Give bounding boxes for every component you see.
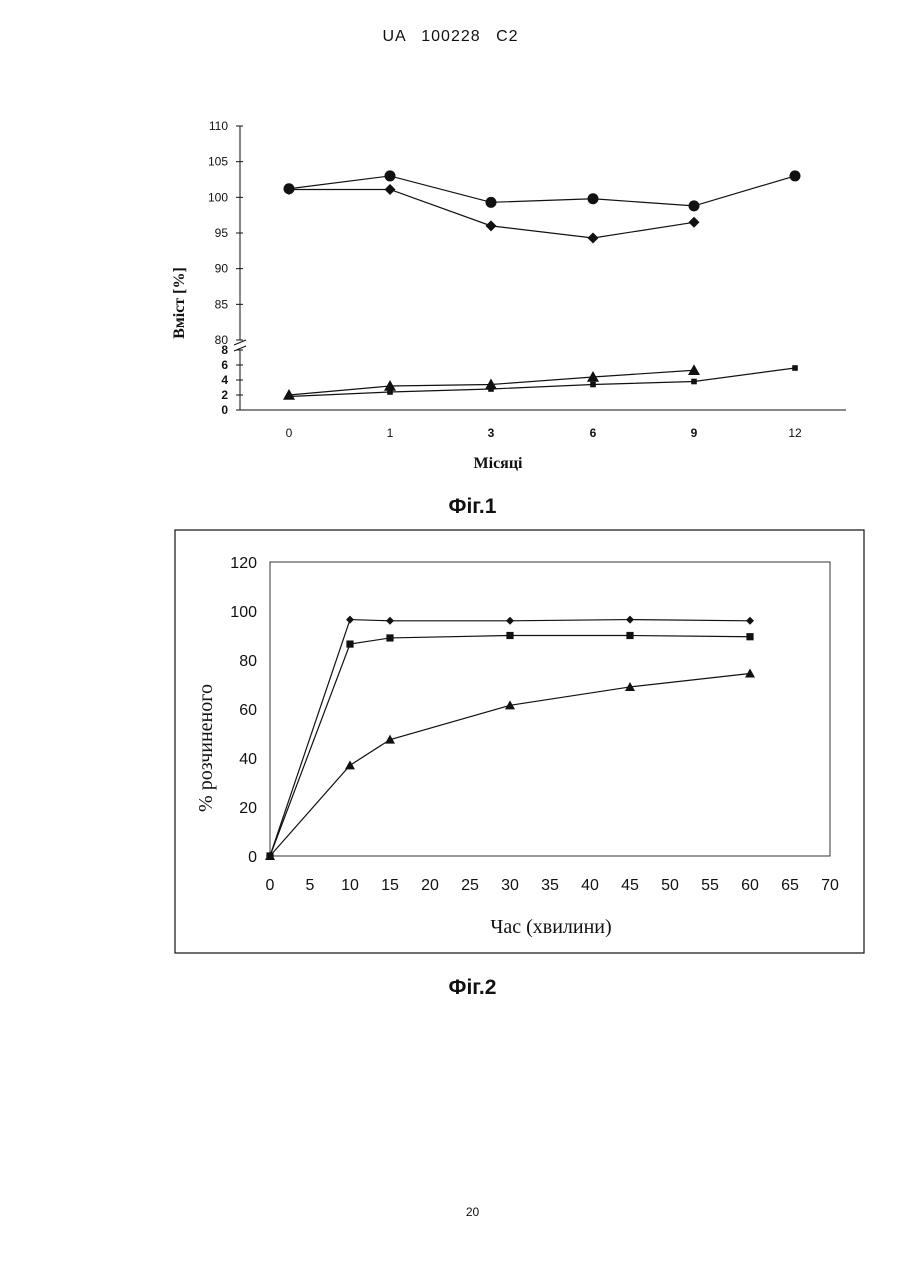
fig2-point-diamond bbox=[746, 617, 754, 625]
fig1-x-tick-label: 6 bbox=[590, 426, 597, 440]
fig1-y-axis-title: Вміст [%] bbox=[171, 267, 188, 339]
fig2-x-tick-label: 15 bbox=[381, 877, 399, 894]
fig2-y-tick-label: 80 bbox=[239, 653, 257, 670]
figure-1-caption: Фіг.1 bbox=[0, 495, 901, 519]
fig2-x-tick-label: 25 bbox=[461, 877, 479, 894]
fig1-x-axis-title: Місяці bbox=[474, 455, 524, 472]
fig1-point-square bbox=[792, 365, 798, 371]
fig1-y-tick-label: 110 bbox=[209, 119, 228, 133]
fig1-y-tick-label: 95 bbox=[215, 226, 229, 240]
fig2-x-axis-title: Час (хвилини) bbox=[490, 916, 611, 938]
fig2-series-line-diamond bbox=[270, 620, 750, 856]
fig2-y-tick-label: 40 bbox=[239, 751, 257, 768]
fig1-x-tick-label: 12 bbox=[788, 426, 802, 440]
fig2-x-tick-label: 60 bbox=[741, 877, 759, 894]
fig1-y-tick-label: 0 bbox=[221, 403, 228, 417]
fig2-x-tick-label: 45 bbox=[621, 877, 639, 894]
figure-2-chart: % розчиненого Час (хвилини) 120100806040… bbox=[175, 530, 864, 953]
figure-2-caption: Фіг.2 bbox=[0, 976, 901, 1000]
fig1-point-square bbox=[590, 382, 596, 388]
fig2-y-tick-label: 100 bbox=[230, 604, 257, 621]
fig2-y-tick-label: 60 bbox=[239, 702, 257, 719]
fig1-point-circle bbox=[790, 170, 801, 181]
fig2-y-tick-label: 120 bbox=[230, 555, 257, 572]
fig2-point-diamond bbox=[506, 617, 514, 625]
fig2-point-diamond bbox=[626, 616, 634, 624]
fig2-x-tick-label: 55 bbox=[701, 877, 719, 894]
fig1-point-diamond bbox=[385, 184, 396, 195]
fig2-x-tick-label: 20 bbox=[421, 877, 439, 894]
fig2-point-diamond bbox=[386, 617, 394, 625]
fig1-y-tick-label: 105 bbox=[208, 155, 228, 169]
fig2-series-line-square bbox=[270, 636, 750, 857]
fig2-x-tick-label: 35 bbox=[541, 877, 559, 894]
figure-1-chart: Вміст [%] Місяці 11010510095908580864200… bbox=[171, 119, 846, 472]
fig2-y-tick-label: 20 bbox=[239, 800, 257, 817]
fig1-x-tick-label: 0 bbox=[286, 426, 293, 440]
fig2-outer-frame bbox=[175, 530, 864, 953]
fig1-series-line-square bbox=[289, 368, 795, 397]
fig2-x-tick-label: 10 bbox=[341, 877, 359, 894]
fig2-plot-frame bbox=[270, 562, 830, 856]
fig2-x-tick-label: 0 bbox=[266, 877, 275, 894]
fig1-x-tick-label: 3 bbox=[488, 426, 495, 440]
fig1-y-tick-label: 85 bbox=[215, 297, 229, 311]
fig2-x-tick-label: 70 bbox=[821, 877, 839, 894]
fig1-x-tick-label: 1 bbox=[387, 426, 394, 440]
fig2-point-square bbox=[346, 640, 353, 647]
fig1-y-tick-label: 4 bbox=[221, 373, 228, 387]
fig1-point-diamond bbox=[588, 232, 599, 243]
fig1-point-square bbox=[691, 379, 697, 385]
fig1-y-tick-label: 2 bbox=[221, 388, 228, 402]
fig2-x-tick-label: 65 bbox=[781, 877, 799, 894]
fig2-x-tick-label: 50 bbox=[661, 877, 679, 894]
fig2-point-square bbox=[506, 632, 513, 639]
fig1-point-circle bbox=[385, 170, 396, 181]
fig2-x-tick-label: 5 bbox=[306, 877, 315, 894]
fig1-y-tick-label: 8 bbox=[221, 343, 228, 357]
fig1-point-square bbox=[286, 394, 292, 400]
fig2-x-tick-label: 30 bbox=[501, 877, 519, 894]
fig2-point-triangle bbox=[345, 760, 355, 769]
fig1-point-triangle bbox=[688, 364, 700, 375]
fig2-point-triangle bbox=[745, 668, 755, 677]
fig2-point-square bbox=[626, 632, 633, 639]
page-number: 20 bbox=[0, 1205, 901, 1219]
fig2-point-square bbox=[386, 634, 393, 641]
fig2-point-diamond bbox=[346, 616, 354, 624]
fig1-point-diamond bbox=[486, 220, 497, 231]
fig2-point-square bbox=[746, 633, 753, 640]
fig1-y-tick-label: 90 bbox=[215, 262, 229, 276]
fig1-y-tick-label: 6 bbox=[221, 358, 228, 372]
fig1-point-square bbox=[488, 386, 494, 392]
fig1-point-circle bbox=[486, 197, 497, 208]
fig1-point-square bbox=[387, 389, 393, 395]
fig1-x-tick-label: 9 bbox=[691, 426, 698, 440]
fig2-x-tick-label: 40 bbox=[581, 877, 599, 894]
fig1-point-circle bbox=[588, 193, 599, 204]
fig2-y-axis-title: % розчиненого bbox=[195, 684, 217, 812]
fig1-axis-break-mark bbox=[234, 340, 246, 345]
fig2-y-tick-label: 0 bbox=[248, 849, 257, 866]
fig1-series-line-circle bbox=[289, 176, 795, 206]
fig1-point-diamond bbox=[689, 217, 700, 228]
fig1-y-tick-label: 100 bbox=[208, 190, 228, 204]
fig1-point-circle bbox=[689, 200, 700, 211]
